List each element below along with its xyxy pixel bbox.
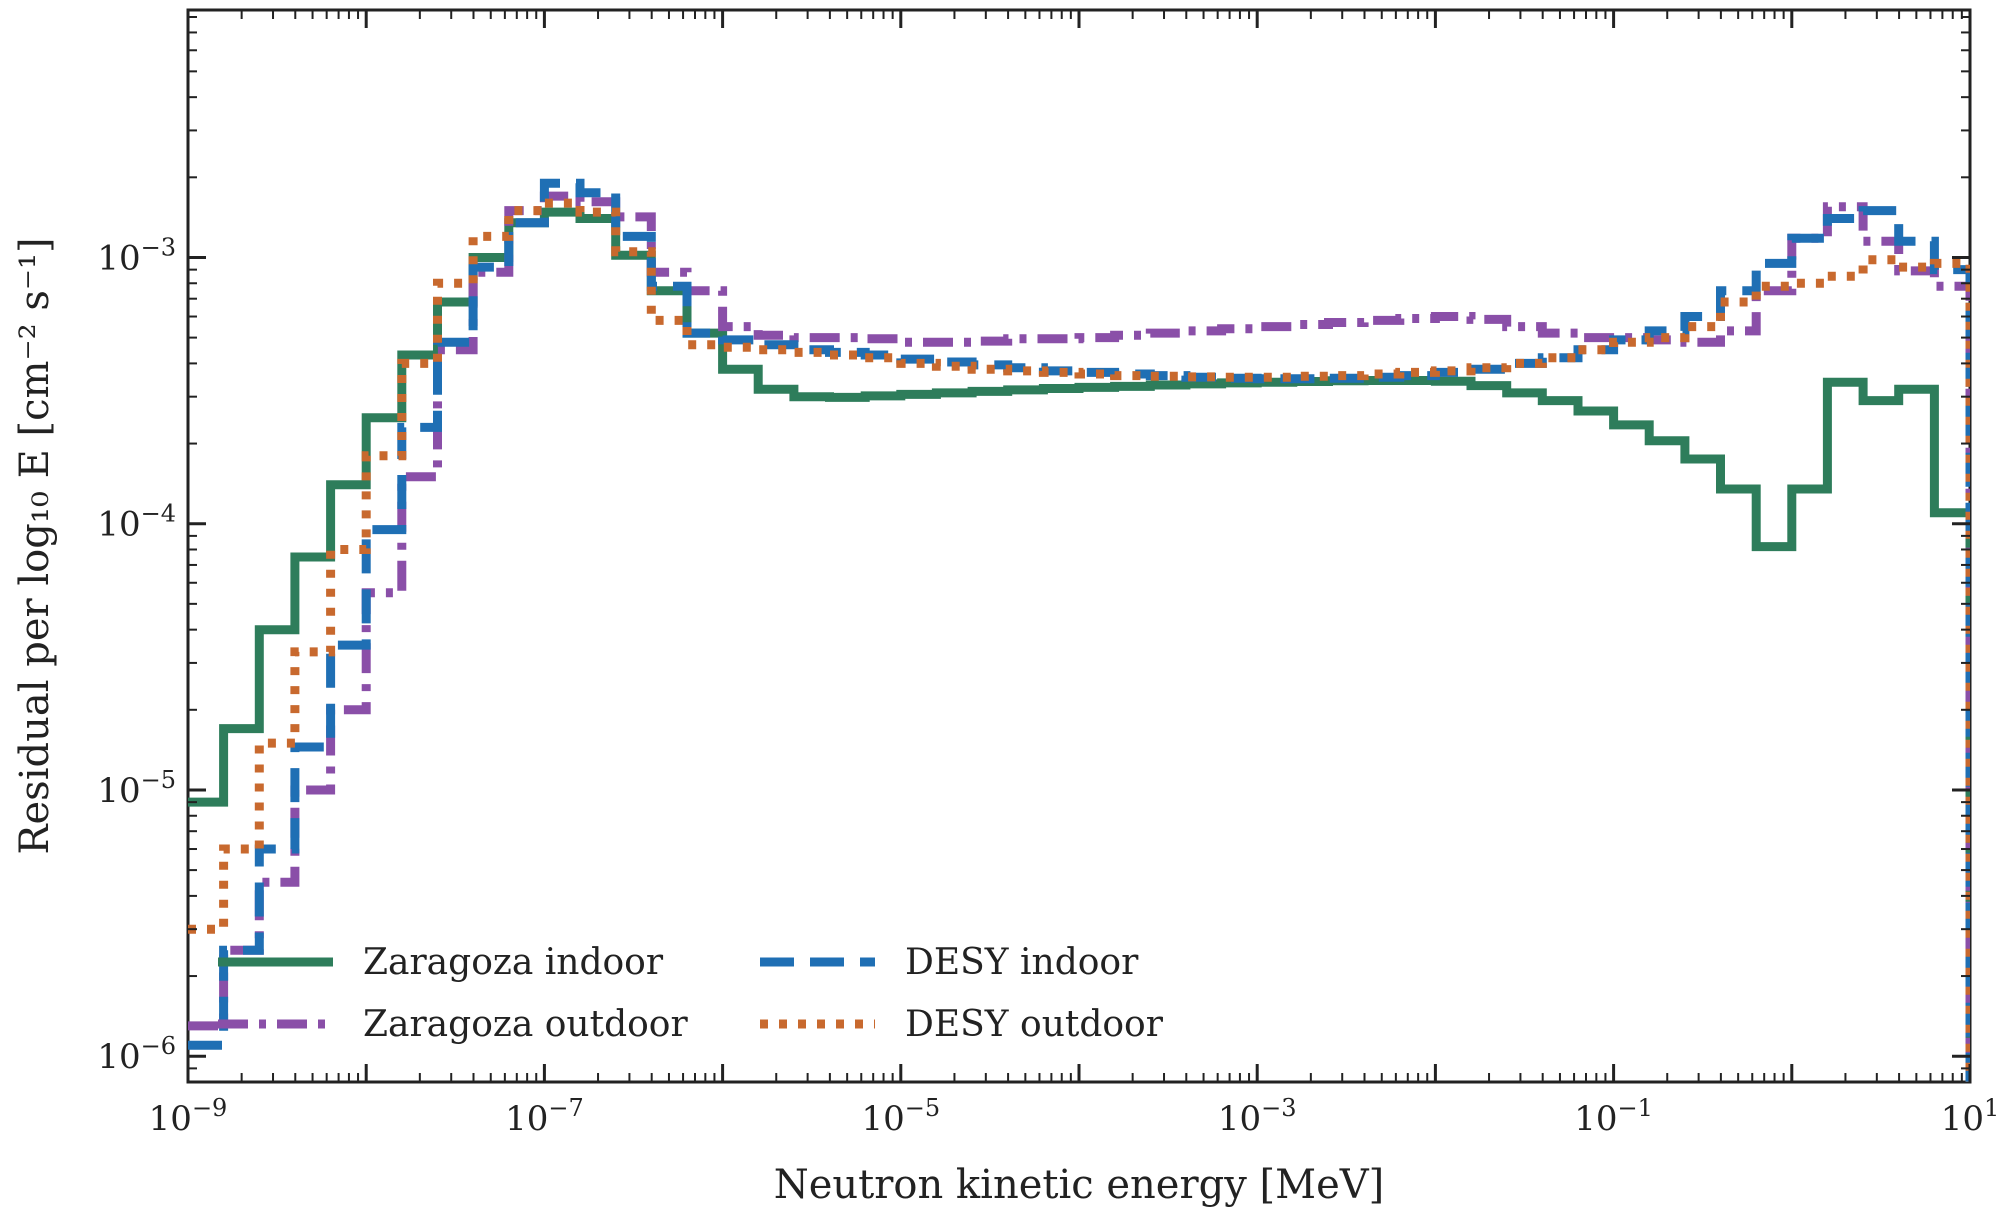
series-line-desy-outdoor <box>188 198 1970 1082</box>
legend-item-desy-indoor: DESY indoor <box>760 942 1139 983</box>
y-tick-label: 10−6 <box>97 1032 176 1077</box>
x-tick-label: 10−3 <box>1218 1094 1297 1139</box>
legend: Zaragoza indoor DESY indoor Zaragoza outdo… <box>218 942 1164 1045</box>
plot-frame <box>186 8 1972 1084</box>
legend-label: Zaragoza outdoor <box>363 1004 688 1045</box>
series-line-desy-indoor <box>188 178 1970 1082</box>
y-axis-title: Residual per log₁₀ E [cm⁻² s⁻¹] <box>12 237 58 854</box>
legend-label: Zaragoza indoor <box>363 942 664 983</box>
x-axis-title: Neutron kinetic energy [MeV] <box>774 1162 1385 1208</box>
ticks-layer: 10−9 10−7 10−5 10−3 10−1 101 10−6 10−5 10−4 10−3 <box>97 10 1999 1139</box>
legend-item-desy-outdoor: DESY outdoor <box>760 1004 1164 1045</box>
x-tick-label: 10−1 <box>1574 1094 1653 1139</box>
legend-label: DESY indoor <box>905 942 1139 983</box>
y-tick-label: 10−5 <box>97 766 176 811</box>
series-line-zaragoza-indoor <box>188 207 1970 1082</box>
legend-label: DESY outdoor <box>905 1004 1164 1045</box>
x-tick-label: 10−5 <box>861 1094 940 1139</box>
series-line-zaragoza-outdoor <box>188 191 1970 1082</box>
y-tick-label: 10−4 <box>97 500 176 545</box>
legend-item-zaragoza-outdoor: Zaragoza outdoor <box>218 1004 688 1045</box>
legend-item-zaragoza-indoor: Zaragoza indoor <box>218 942 664 983</box>
data-layer <box>188 178 1970 1082</box>
y-tick-label: 10−3 <box>97 233 176 278</box>
x-tick-label: 101 <box>1941 1094 2000 1139</box>
x-tick-label: 10−9 <box>149 1094 228 1139</box>
x-tick-label: 10−7 <box>505 1094 584 1139</box>
